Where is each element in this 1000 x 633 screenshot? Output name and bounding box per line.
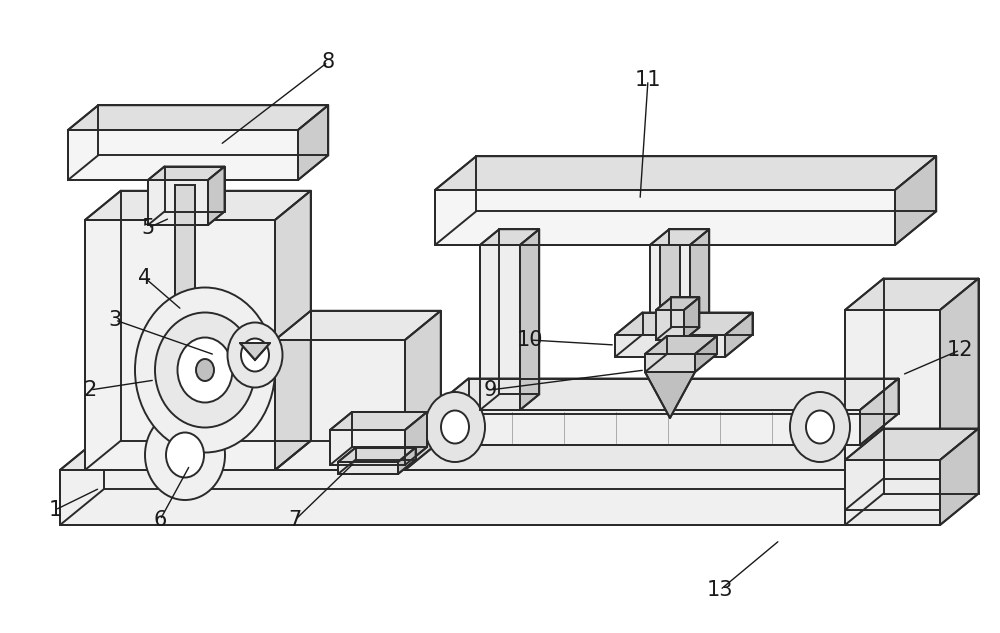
Polygon shape — [405, 412, 427, 465]
Polygon shape — [240, 343, 270, 360]
Polygon shape — [845, 429, 978, 460]
Polygon shape — [615, 313, 753, 335]
Polygon shape — [330, 412, 427, 430]
Polygon shape — [690, 229, 709, 335]
Polygon shape — [860, 379, 898, 445]
Ellipse shape — [145, 410, 225, 500]
Ellipse shape — [241, 339, 269, 372]
Polygon shape — [405, 311, 441, 470]
Ellipse shape — [806, 410, 834, 444]
Ellipse shape — [155, 313, 255, 427]
Polygon shape — [60, 434, 934, 470]
Text: 4: 4 — [138, 268, 152, 288]
Polygon shape — [645, 336, 717, 354]
Polygon shape — [650, 245, 690, 335]
Text: 12: 12 — [947, 340, 973, 360]
Polygon shape — [435, 190, 895, 245]
Text: 9: 9 — [483, 380, 497, 400]
Polygon shape — [480, 245, 520, 410]
Text: 10: 10 — [517, 330, 543, 350]
Polygon shape — [275, 191, 311, 470]
Polygon shape — [656, 298, 699, 310]
Polygon shape — [85, 191, 311, 220]
Polygon shape — [660, 245, 680, 335]
Polygon shape — [656, 310, 684, 340]
Polygon shape — [645, 372, 695, 418]
Polygon shape — [615, 335, 725, 357]
Polygon shape — [725, 313, 753, 357]
Polygon shape — [845, 310, 940, 510]
Polygon shape — [645, 354, 695, 372]
Text: 6: 6 — [153, 510, 167, 530]
Polygon shape — [148, 180, 208, 225]
Polygon shape — [430, 410, 860, 445]
Ellipse shape — [441, 410, 469, 444]
Text: 11: 11 — [635, 70, 661, 90]
Text: 13: 13 — [707, 580, 733, 600]
Text: 2: 2 — [83, 380, 97, 400]
Polygon shape — [398, 448, 416, 474]
Polygon shape — [940, 279, 978, 510]
Polygon shape — [208, 166, 224, 225]
Text: 7: 7 — [288, 510, 302, 530]
Ellipse shape — [196, 359, 214, 381]
Text: 5: 5 — [141, 218, 155, 238]
Polygon shape — [175, 185, 195, 380]
Polygon shape — [845, 460, 940, 525]
Ellipse shape — [425, 392, 485, 462]
Polygon shape — [845, 279, 978, 310]
Polygon shape — [60, 470, 890, 525]
Polygon shape — [85, 220, 275, 470]
Polygon shape — [940, 429, 978, 525]
Polygon shape — [895, 156, 936, 245]
Ellipse shape — [228, 322, 283, 387]
Polygon shape — [480, 229, 539, 245]
Polygon shape — [435, 156, 936, 190]
Text: 3: 3 — [108, 310, 122, 330]
Ellipse shape — [178, 337, 232, 403]
Polygon shape — [275, 311, 441, 340]
Ellipse shape — [166, 432, 204, 477]
Polygon shape — [298, 105, 328, 180]
Polygon shape — [68, 105, 328, 130]
Polygon shape — [650, 229, 709, 245]
Polygon shape — [890, 434, 934, 525]
Polygon shape — [68, 130, 298, 180]
Polygon shape — [520, 229, 539, 410]
Polygon shape — [275, 340, 405, 470]
Polygon shape — [430, 379, 898, 410]
Polygon shape — [148, 166, 224, 180]
Polygon shape — [695, 336, 717, 372]
Text: 1: 1 — [48, 500, 62, 520]
Text: 8: 8 — [321, 52, 335, 72]
Ellipse shape — [790, 392, 850, 462]
Polygon shape — [330, 430, 405, 465]
Polygon shape — [338, 448, 416, 462]
Polygon shape — [684, 298, 699, 340]
Ellipse shape — [135, 287, 275, 453]
Polygon shape — [338, 462, 398, 474]
